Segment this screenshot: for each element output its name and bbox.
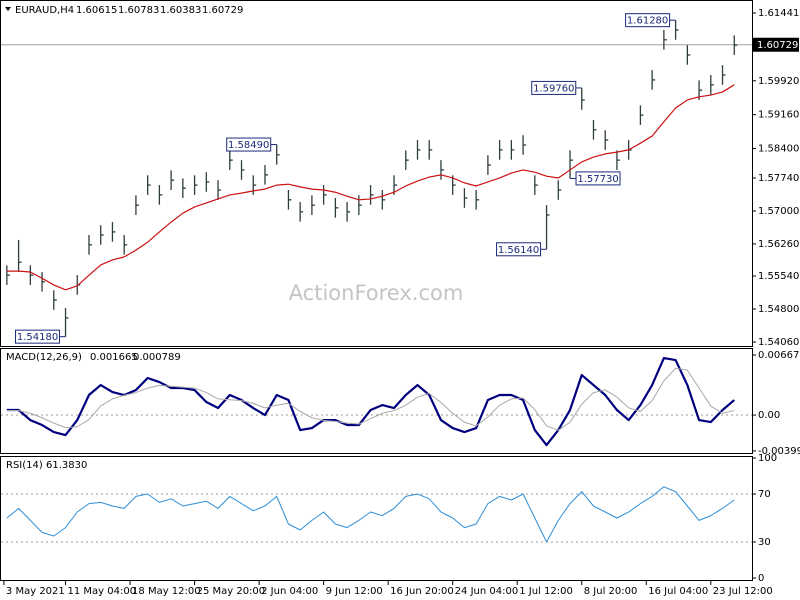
indicator-line <box>6 356 735 447</box>
macd-pane <box>0 348 753 454</box>
signal-value: 0.000789 <box>133 352 181 363</box>
annotation-label: 1.54180 <box>17 332 58 343</box>
x-tick-label: 18 May 12:00 <box>132 586 201 597</box>
y-tick-label: 1.55540 <box>758 271 799 282</box>
y-tick-label: 1.57000 <box>758 206 799 217</box>
y-tick-label: 1.61441 <box>758 8 799 19</box>
y-tick-label: 0 <box>758 573 764 584</box>
annotation-box <box>575 171 621 186</box>
indicator-line <box>6 486 735 543</box>
annotation-label: 1.61280 <box>627 16 668 27</box>
y-tick-label: 1.59920 <box>758 76 799 87</box>
high-value: 1.60783 <box>118 5 159 16</box>
macd-title: MACD(12,26,9) <box>6 352 82 363</box>
rsi-title: RSI(14) <box>6 460 43 471</box>
annotation-label: 1.58490 <box>228 140 269 151</box>
annotation-label: 1.56140 <box>498 245 539 256</box>
y-tick-label: 100 <box>758 453 777 464</box>
y-tick-label: 0.006679 <box>758 350 800 361</box>
y-tick-label: 1.59160 <box>758 110 799 121</box>
x-tick-label: 8 Jul 20:00 <box>584 586 638 597</box>
rsi-value: 61.3830 <box>46 460 87 471</box>
annotation-label: 1.59760 <box>533 83 574 94</box>
close-value: 1.60729 <box>202 5 243 16</box>
price-pane <box>0 0 753 347</box>
annotation-box <box>625 13 671 28</box>
rsi-pane <box>0 456 753 581</box>
annotation-label: 1.57730 <box>577 174 618 185</box>
annotation-box <box>226 137 272 152</box>
x-tick-label: 23 Jul 12:00 <box>713 586 773 597</box>
annotation-box <box>496 242 542 257</box>
moving-average <box>6 84 735 291</box>
open-value: 1.60615 <box>76 5 117 16</box>
x-tick-label: 11 May 04:00 <box>68 586 137 597</box>
annotation-box <box>531 80 577 95</box>
y-tick-label: 1.58400 <box>758 144 799 155</box>
y-tick-label: 70 <box>758 489 771 500</box>
x-tick-label: 1 Jul 12:00 <box>519 586 573 597</box>
x-tick-label: 24 Jun 04:00 <box>455 586 519 597</box>
y-tick-label: 30 <box>758 537 771 548</box>
y-tick-label: 1.57740 <box>758 173 799 184</box>
last-price-label: 1.60729 <box>757 40 798 51</box>
indicator-line <box>6 367 735 431</box>
low-value: 1.60383 <box>160 5 201 16</box>
y-tick-label: -0.003994 <box>758 446 800 457</box>
x-tick-label: 2 Jun 04:00 <box>261 586 318 597</box>
y-tick-label: 1.54060 <box>758 337 799 348</box>
annotation-box <box>15 329 61 344</box>
watermark: ActionForex.com <box>289 281 464 305</box>
y-tick-label: 1.56260 <box>758 239 799 250</box>
last-price-box <box>753 37 799 52</box>
macd-value: 0.001665 <box>90 352 138 363</box>
menu-arrow <box>5 7 11 11</box>
x-tick-label: 16 Jun 20:00 <box>390 586 454 597</box>
x-tick-label: 16 Jul 04:00 <box>648 586 708 597</box>
y-tick-label: 1.54800 <box>758 304 799 315</box>
x-tick-label: 3 May 2021 <box>6 586 65 597</box>
symbol-title: EURAUD,H4 <box>15 5 74 16</box>
x-tick-label: 25 May 20:00 <box>197 586 266 597</box>
x-tick-label: 9 Jun 12:00 <box>326 586 383 597</box>
y-tick-label: 0.00 <box>758 410 780 421</box>
